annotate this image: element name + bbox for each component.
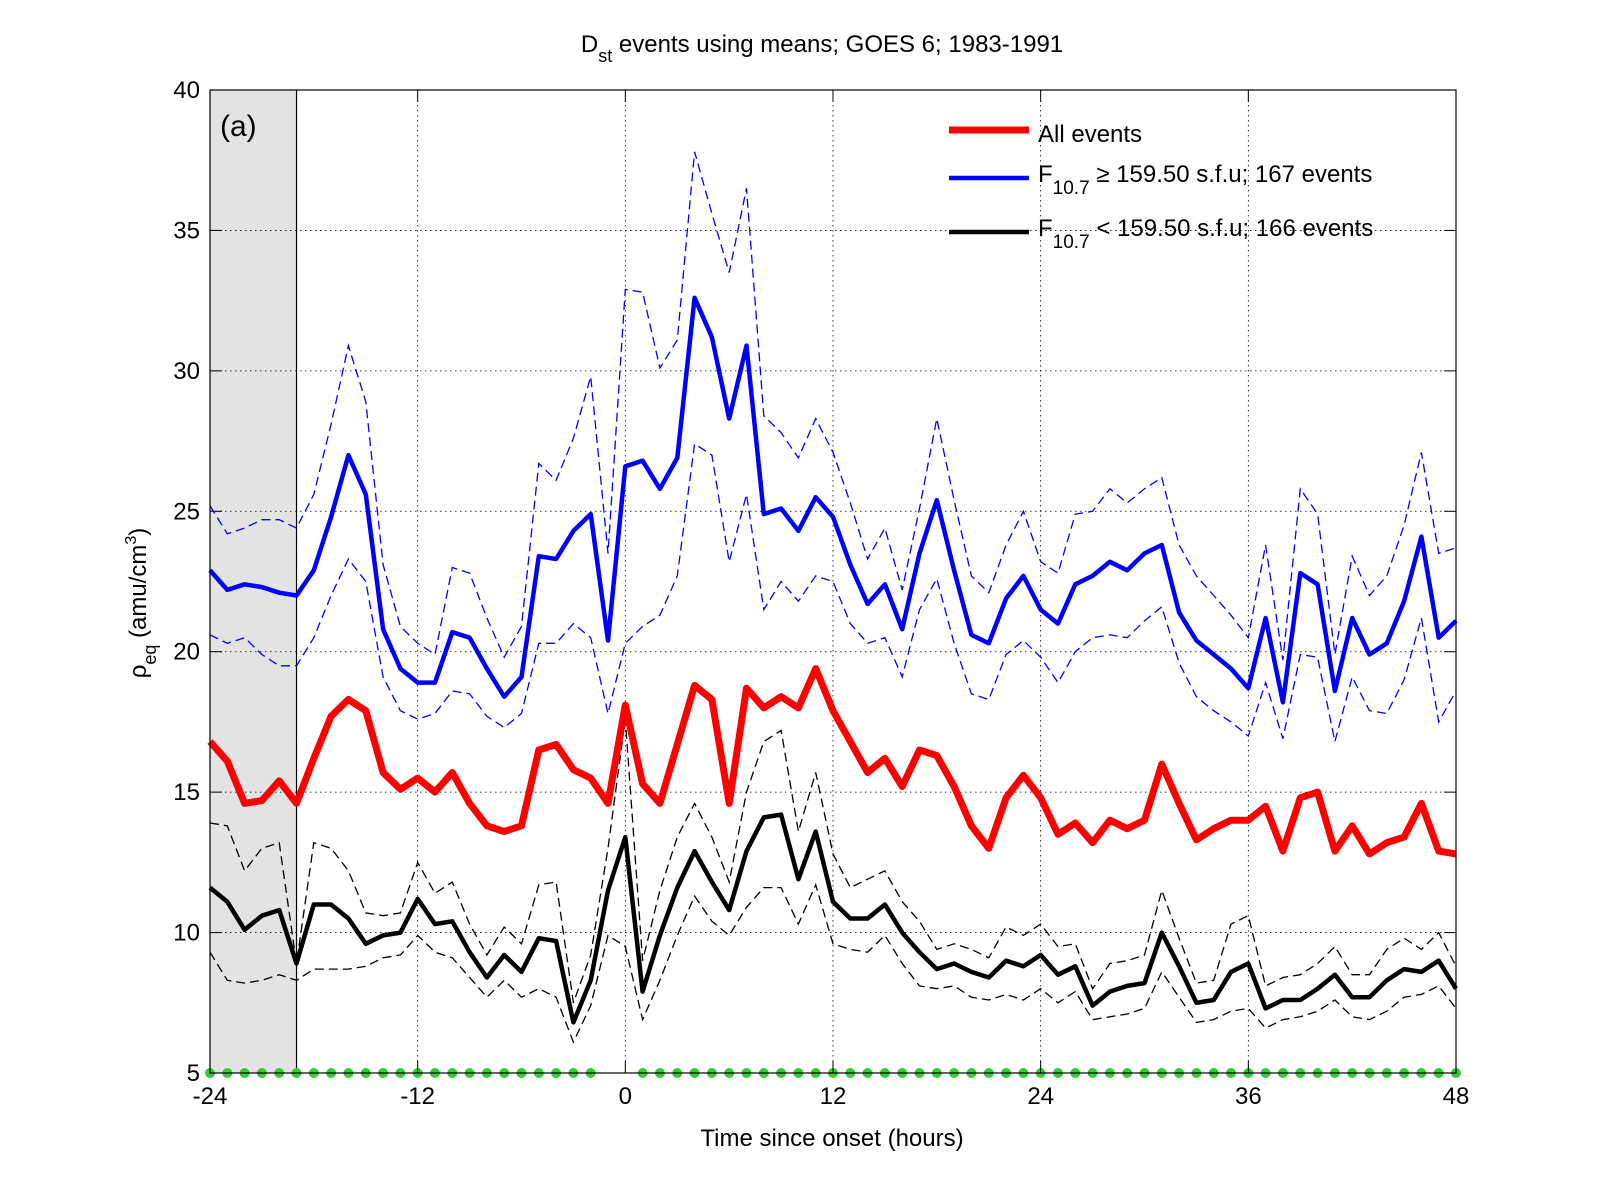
x-tick-label: -12 [400,1083,435,1110]
x-tick-label: -24 [193,1083,228,1110]
y-tick-label: 20 [173,639,200,666]
x-tick-label: 0 [619,1083,632,1110]
chart-title-subscript: st [598,46,612,66]
x-tick-label: 36 [1235,1083,1262,1110]
x-tick-label: 24 [1027,1083,1054,1110]
y-tick-label: 25 [173,498,200,525]
x-tick-label: 12 [820,1083,847,1110]
chart-title: Dst events using means; GOES 6; 1983-199… [581,31,1063,66]
plot-area: -24 -12 0 12 24 36 48 5 10 15 20 25 30 35 40 [173,77,1469,1110]
legend: All events F10.7 ≥ 159.50 s.f.u; 167 eve… [949,121,1373,253]
y-tick-label: 30 [173,358,200,385]
x-tick-label: 48 [1443,1083,1470,1110]
legend-label-all-events: All events [1038,121,1142,148]
band-lower-line [209,882,1457,1044]
y-tick-label: 15 [173,779,200,806]
legend-label-high-flux: F10.7 ≥ 159.50 s.f.u; 167 events [1038,161,1372,199]
band-upper-line [209,151,1457,661]
legend-label-low-flux: F10.7 < 159.50 s.f.u; 166 events [1038,215,1373,253]
band-upper-line [209,719,1457,1004]
y-tick-label: 40 [173,77,200,104]
y-tick-label: 10 [173,920,200,947]
y-tick-label: 5 [187,1060,200,1087]
y-tick-label: 35 [173,217,200,244]
series-line-0 [207,665,1457,858]
series-line-1 [208,295,1458,705]
series-line-2 [208,812,1458,1025]
x-axis-label: Time since onset (hours) [700,1125,963,1152]
panel-label: (a) [220,110,257,143]
shaded-pre-onset-region [210,90,297,1073]
y-axis-label: ρeq (amu/cm3) [123,528,160,679]
band-lower-line [209,442,1457,742]
